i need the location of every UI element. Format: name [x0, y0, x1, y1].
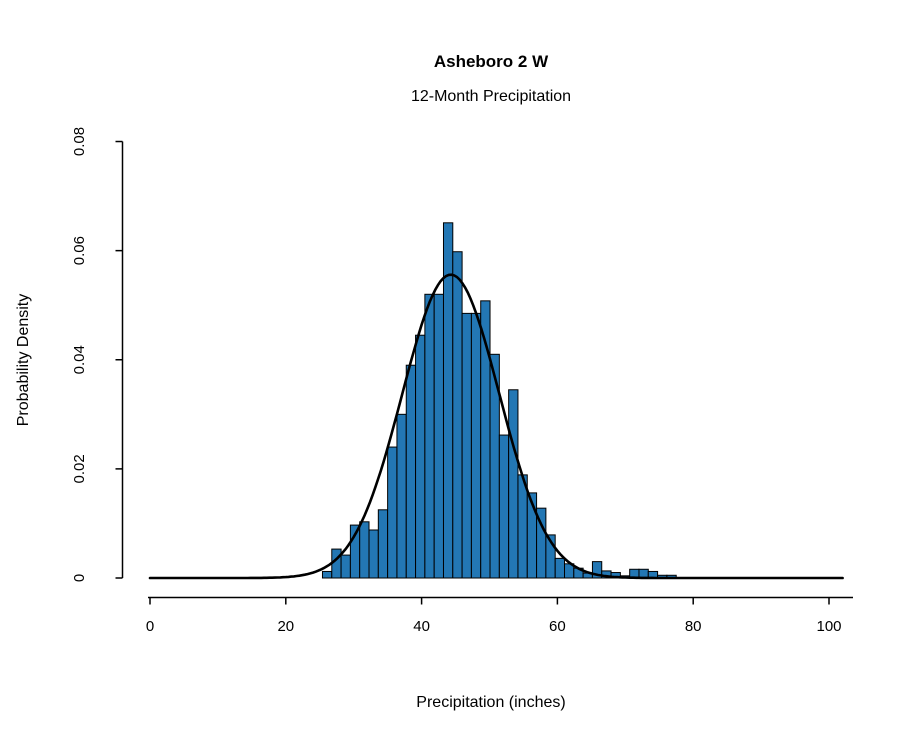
histogram-bar — [508, 389, 519, 579]
x-axis-tick-label: 0 — [146, 618, 154, 635]
y-axis-tick-label: 0.04 — [71, 345, 88, 374]
histogram-bar — [517, 474, 528, 579]
normal-density-curve — [148, 273, 844, 580]
histogram-bar — [396, 413, 407, 579]
x-axis-tick-label: 60 — [549, 618, 566, 635]
x-axis-tick-label: 40 — [413, 618, 430, 635]
histogram-bar — [377, 509, 389, 579]
y-axis-tick-label: 0.08 — [71, 127, 88, 156]
histogram-bar — [470, 312, 482, 579]
y-axis-label-text: Probability Density — [15, 293, 32, 427]
histogram-bar — [498, 434, 510, 579]
histogram-bar — [433, 293, 444, 579]
histogram-bar — [368, 529, 379, 579]
chart-subtitle: 12-Month Precipitation — [410, 88, 572, 105]
y-axis-tick-label: 0.06 — [71, 236, 88, 265]
histogram-bar — [359, 521, 370, 579]
x-axis-label: Precipitation (inches) — [416, 694, 566, 711]
histogram-bar — [331, 548, 342, 579]
y-axis-tick-label: 0.02 — [71, 454, 88, 483]
histogram-bar — [461, 312, 472, 579]
histogram-bar — [340, 554, 351, 579]
histogram-bar — [554, 557, 566, 579]
histogram-bar — [545, 534, 556, 579]
x-axis: 0 20 40 60 80 100 — [146, 596, 853, 635]
histogram-bar — [405, 364, 417, 579]
histogram-bar — [387, 446, 398, 579]
x-axis-tick-label: 100 — [816, 618, 841, 635]
histogram-bar — [415, 334, 426, 579]
chart-title: Asheboro 2 W — [433, 52, 549, 71]
histogram-bar — [452, 251, 463, 579]
x-axis-tick-label: 80 — [685, 618, 702, 635]
histogram-bars — [321, 222, 677, 579]
y-axis: 0 0.02 0.04 0.06 0.08 — [71, 127, 124, 582]
histogram-bar — [424, 293, 435, 579]
histogram-bar — [591, 561, 603, 579]
y-axis-tick-label: 0 — [71, 574, 88, 582]
x-axis-tick-label: 20 — [277, 618, 294, 635]
histogram-bar — [321, 570, 333, 579]
